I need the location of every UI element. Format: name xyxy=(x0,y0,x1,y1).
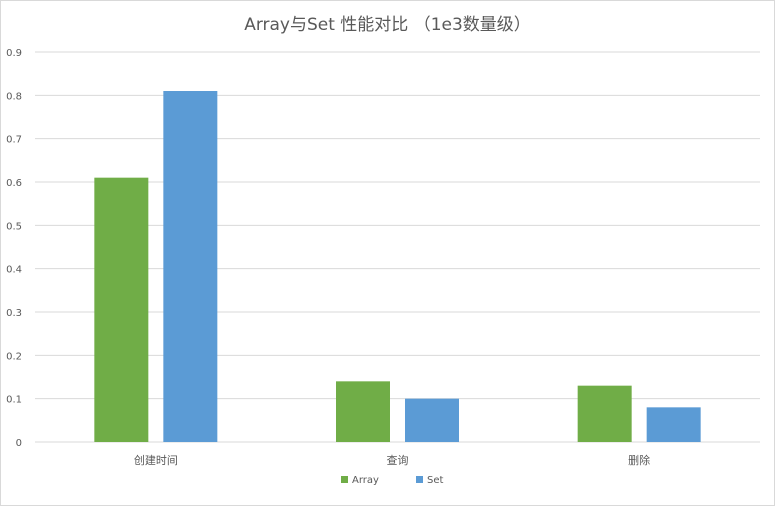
y-tick-label: 0.6 xyxy=(6,178,22,189)
x-category-label: 查询 xyxy=(387,453,409,467)
bar-array xyxy=(94,177,149,442)
y-tick-label: 0.5 xyxy=(6,221,22,232)
bar-array xyxy=(577,385,632,442)
legend-label: Array xyxy=(352,475,379,486)
legend-label: Set xyxy=(427,475,444,486)
y-tick-label: 0.9 xyxy=(6,48,22,59)
y-tick-label: 0 xyxy=(16,438,22,449)
y-tick-label: 0.1 xyxy=(6,395,22,406)
bar-set xyxy=(646,407,701,442)
legend-swatch-array xyxy=(341,476,348,483)
y-tick-label: 0.3 xyxy=(6,308,22,319)
y-tick-label: 0.8 xyxy=(6,91,22,102)
bar-set xyxy=(163,91,218,442)
y-tick-label: 0.2 xyxy=(6,351,22,362)
x-category-label: 删除 xyxy=(628,453,650,467)
bar-array xyxy=(336,381,390,442)
bar-set xyxy=(405,398,459,442)
y-tick-label: 0.7 xyxy=(6,135,22,146)
legend-swatch-set xyxy=(416,476,423,483)
y-tick-label: 0.4 xyxy=(6,265,22,276)
chart-title: Array与Set 性能对比 （1e3数量级） xyxy=(244,15,531,35)
x-category-label: 创建时间 xyxy=(134,453,178,467)
